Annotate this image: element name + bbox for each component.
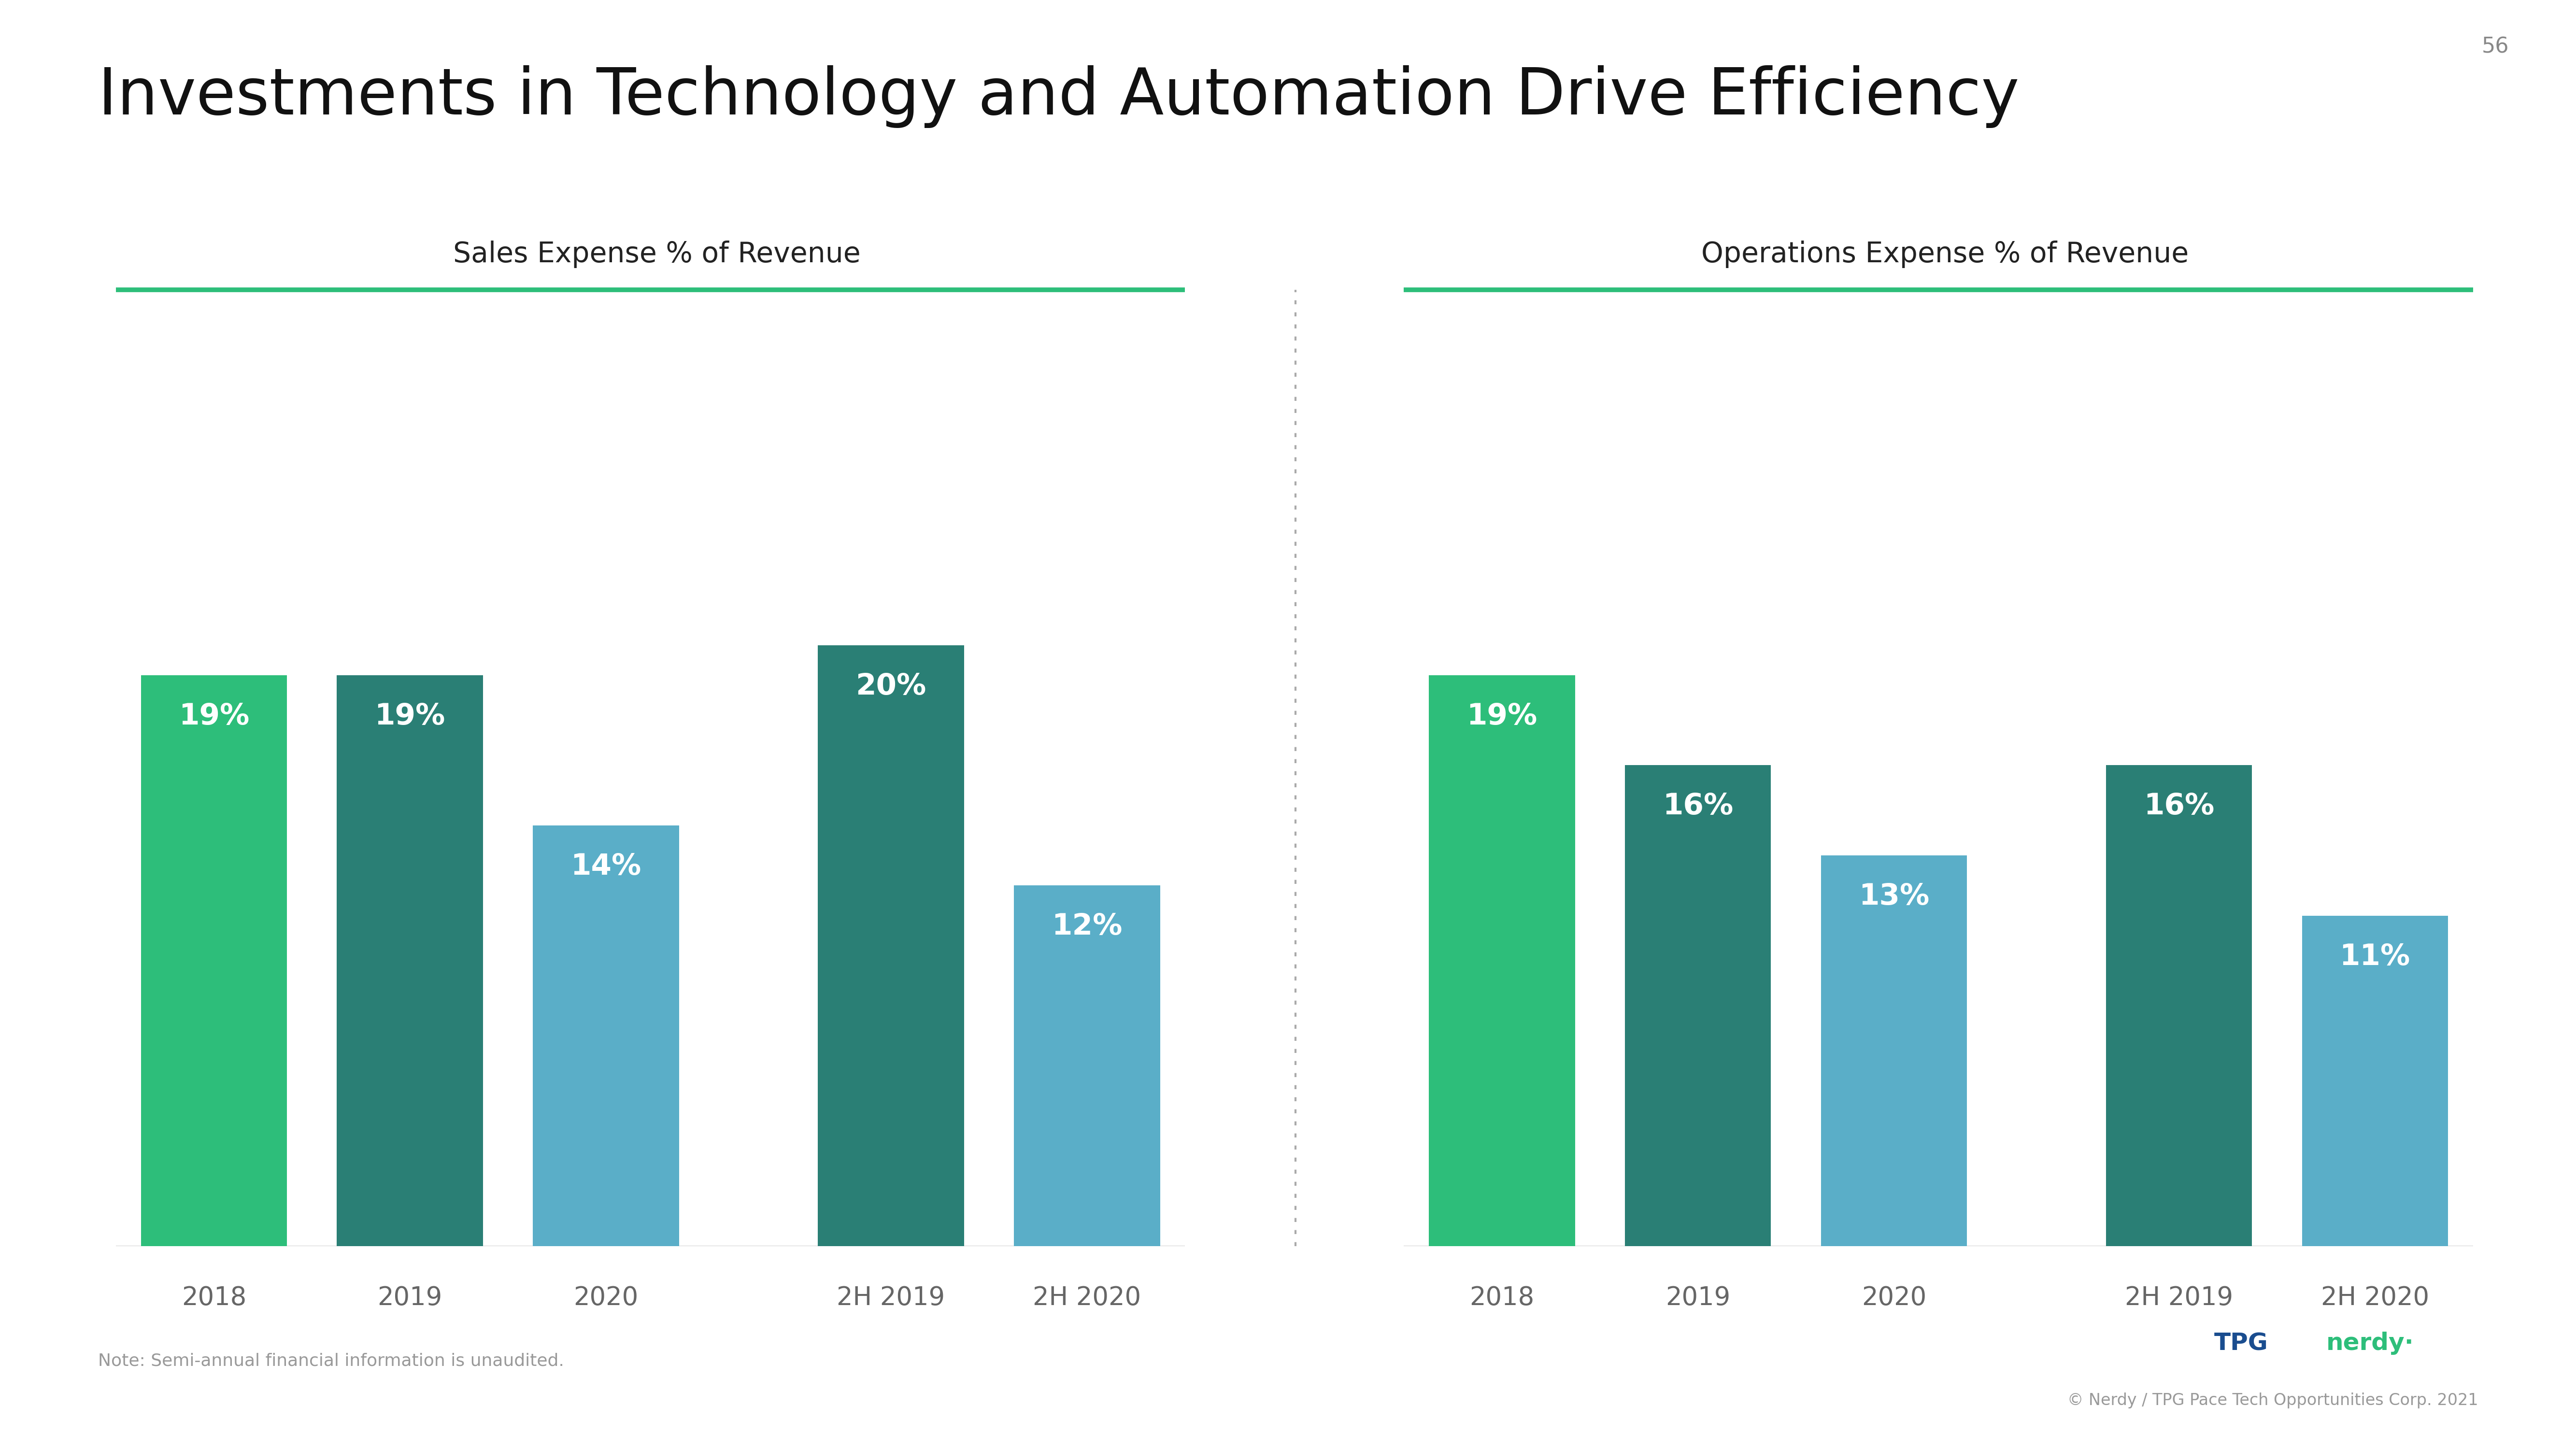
Text: 2H 2020: 2H 2020 (2321, 1285, 2429, 1310)
Bar (1821, 855, 1968, 1246)
Text: 11%: 11% (2339, 943, 2411, 971)
Text: 19%: 19% (1466, 703, 1538, 730)
Text: Investments in Technology and Automation Drive Efficiency: Investments in Technology and Automation… (98, 65, 2020, 128)
Text: 2020: 2020 (1862, 1285, 1927, 1310)
Bar (1625, 765, 1770, 1246)
Text: 19%: 19% (374, 703, 446, 730)
Text: 19%: 19% (178, 703, 250, 730)
Bar (2107, 765, 2251, 1246)
Bar (819, 645, 963, 1246)
Text: 2018: 2018 (180, 1285, 247, 1310)
Text: © Nerdy / TPG Pace Tech Opportunities Corp. 2021: © Nerdy / TPG Pace Tech Opportunities Co… (2066, 1392, 2478, 1408)
Text: 14%: 14% (569, 852, 641, 881)
Text: Operations Expense % of Revenue: Operations Expense % of Revenue (1700, 241, 2190, 268)
Bar (337, 675, 482, 1246)
Text: 12%: 12% (1051, 913, 1123, 940)
Text: TPG: TPG (2215, 1332, 2267, 1355)
Text: 16%: 16% (2143, 793, 2215, 820)
Bar (142, 675, 286, 1246)
Text: 2H 2020: 2H 2020 (1033, 1285, 1141, 1310)
Bar (1430, 675, 1574, 1246)
Text: 2018: 2018 (1468, 1285, 1535, 1310)
Text: 2H 2019: 2H 2019 (2125, 1285, 2233, 1310)
Bar (1015, 885, 1159, 1246)
Text: 56: 56 (2481, 36, 2509, 57)
Bar (2303, 916, 2447, 1246)
Bar (533, 826, 680, 1246)
Text: 13%: 13% (1857, 882, 1929, 911)
Text: Sales Expense % of Revenue: Sales Expense % of Revenue (453, 241, 860, 268)
Text: 16%: 16% (1662, 793, 1734, 820)
Text: 2019: 2019 (1667, 1285, 1731, 1310)
Text: 20%: 20% (855, 672, 927, 701)
Text: nerdy·: nerdy· (2326, 1332, 2414, 1355)
Text: 2H 2019: 2H 2019 (837, 1285, 945, 1310)
Text: Note: Semi-annual financial information is unaudited.: Note: Semi-annual financial information … (98, 1353, 564, 1369)
Text: 2019: 2019 (379, 1285, 443, 1310)
Text: 2020: 2020 (574, 1285, 639, 1310)
